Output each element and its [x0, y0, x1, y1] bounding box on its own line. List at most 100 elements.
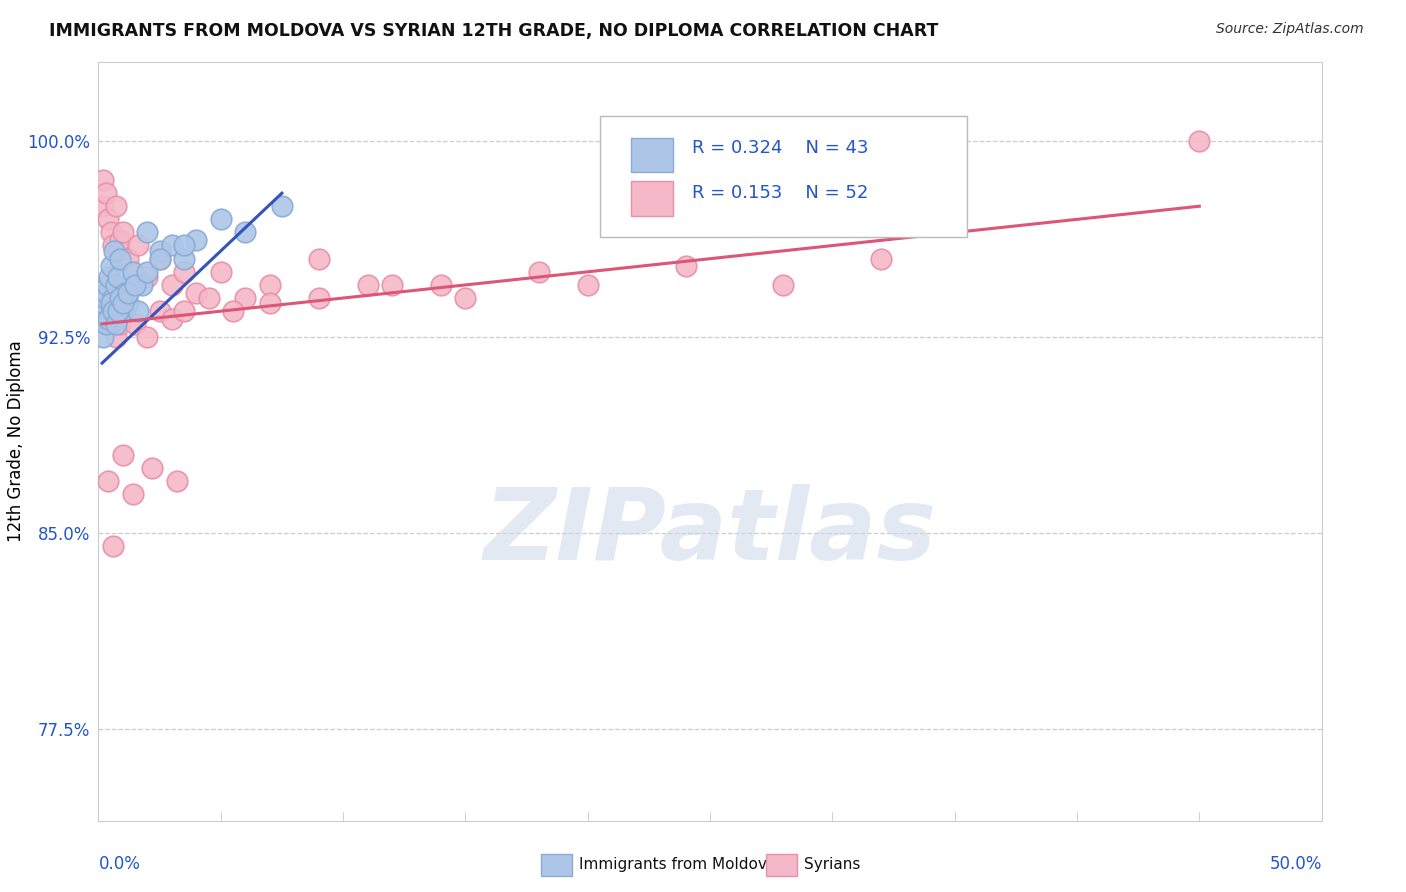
Point — [94, 186, 117, 201]
Point — [209, 212, 232, 227]
Point — [121, 264, 143, 278]
FancyBboxPatch shape — [600, 115, 967, 236]
Y-axis label: 12th Grade, No Diploma: 12th Grade, No Diploma — [7, 341, 25, 542]
Point — [101, 303, 124, 318]
Point — [97, 311, 120, 326]
Point — [149, 303, 172, 318]
Point — [94, 285, 117, 300]
Text: 0.0%: 0.0% — [98, 855, 141, 872]
Point — [117, 296, 139, 310]
Point — [101, 238, 124, 252]
Point — [110, 252, 132, 266]
FancyBboxPatch shape — [630, 138, 673, 172]
Point — [100, 296, 122, 310]
Point — [97, 474, 120, 488]
Point — [111, 296, 134, 310]
Point — [259, 277, 281, 292]
Point — [91, 296, 114, 310]
Point — [131, 277, 153, 292]
Point — [91, 173, 114, 187]
Point — [121, 487, 143, 501]
Point — [186, 285, 208, 300]
Text: R = 0.153    N = 52: R = 0.153 N = 52 — [692, 184, 868, 202]
Point — [430, 277, 453, 292]
Point — [124, 277, 146, 292]
Point — [100, 317, 122, 331]
Point — [117, 285, 139, 300]
Point — [107, 244, 129, 258]
Point — [381, 277, 404, 292]
Point — [103, 244, 125, 258]
Point — [197, 291, 219, 305]
FancyBboxPatch shape — [630, 181, 673, 216]
Point — [233, 226, 256, 240]
Point — [308, 252, 330, 266]
Point — [772, 277, 794, 292]
Point — [91, 330, 114, 344]
Point — [91, 199, 114, 213]
Point — [270, 199, 294, 213]
Point — [149, 252, 172, 266]
Point — [173, 252, 195, 266]
Point — [160, 311, 183, 326]
Point — [160, 238, 183, 252]
Text: 50.0%: 50.0% — [1270, 855, 1322, 872]
Point — [166, 474, 188, 488]
Point — [117, 252, 139, 266]
Point — [100, 260, 122, 274]
Point — [104, 317, 127, 331]
Text: R = 0.324    N = 43: R = 0.324 N = 43 — [692, 139, 868, 157]
Point — [149, 244, 172, 258]
Point — [136, 330, 159, 344]
Point — [308, 291, 330, 305]
Point — [107, 269, 129, 284]
Point — [160, 277, 183, 292]
Point — [110, 291, 132, 305]
Point — [107, 303, 129, 318]
Text: Syrians: Syrians — [804, 857, 860, 871]
Point — [222, 303, 245, 318]
Point — [110, 233, 132, 247]
Point — [97, 212, 120, 227]
Point — [94, 317, 117, 331]
Point — [104, 330, 127, 344]
Point — [114, 303, 136, 318]
Text: Immigrants from Moldova: Immigrants from Moldova — [579, 857, 776, 871]
Point — [173, 303, 195, 318]
Point — [233, 291, 256, 305]
Point — [136, 269, 159, 284]
Point — [127, 303, 149, 318]
Point — [136, 264, 159, 278]
Point — [94, 303, 117, 318]
Point — [121, 264, 143, 278]
Point — [104, 199, 127, 213]
Point — [101, 303, 124, 318]
Point — [98, 269, 121, 284]
Point — [527, 264, 550, 278]
Point — [136, 226, 159, 240]
Point — [149, 252, 172, 266]
Point — [127, 238, 149, 252]
Point — [186, 233, 208, 247]
Point — [101, 539, 124, 553]
Point — [97, 317, 120, 331]
Point — [173, 264, 195, 278]
Point — [111, 226, 134, 240]
Point — [114, 285, 136, 300]
Point — [259, 296, 281, 310]
Point — [124, 317, 146, 331]
Point — [105, 311, 128, 326]
Point — [870, 252, 893, 266]
Point — [356, 277, 378, 292]
Point — [454, 291, 477, 305]
Point — [111, 303, 134, 318]
Point — [101, 291, 124, 305]
Point — [93, 291, 115, 305]
Text: IMMIGRANTS FROM MOLDOVA VS SYRIAN 12TH GRADE, NO DIPLOMA CORRELATION CHART: IMMIGRANTS FROM MOLDOVA VS SYRIAN 12TH G… — [49, 22, 939, 40]
Point — [100, 226, 122, 240]
Point — [209, 264, 232, 278]
Point — [576, 277, 599, 292]
Point — [173, 238, 195, 252]
Text: Source: ZipAtlas.com: Source: ZipAtlas.com — [1216, 22, 1364, 37]
Point — [96, 277, 118, 292]
